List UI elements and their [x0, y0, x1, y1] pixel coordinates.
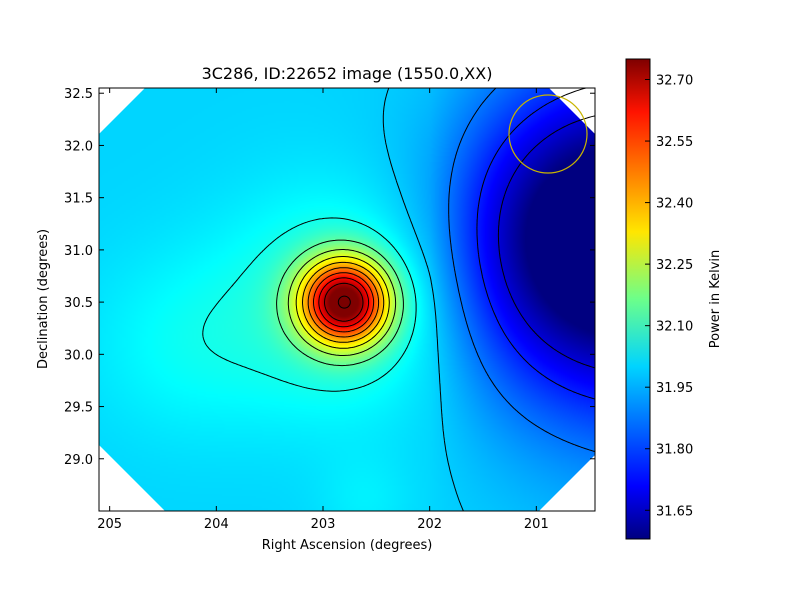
y-tick-label: 31.5	[64, 192, 93, 207]
contour-line	[202, 217, 417, 392]
plot-area	[98, 87, 596, 512]
contour-line	[313, 272, 375, 333]
colorbar-gradient	[625, 58, 651, 540]
x-axis-label: Right Ascension (degrees)	[262, 538, 433, 553]
colorbar-tick-label: 31.95	[656, 381, 693, 396]
contour-line	[302, 261, 385, 343]
y-axis: 29.0 29.5 30.0 30.5 31.0 31.5 32.0 32.5	[64, 87, 595, 468]
peak-marker	[337, 295, 351, 309]
contour-lines	[202, 88, 595, 511]
chart-title: 3C286, ID:22652 image (1550.0,XX)	[202, 64, 493, 83]
colorbar-tick-label: 31.65	[656, 504, 693, 519]
x-tick-label: 203	[311, 517, 336, 532]
colorbar-tick-label: 32.25	[656, 258, 693, 273]
y-tick-label: 29.5	[64, 401, 93, 416]
x-axis: 205 204 203 202 201	[97, 88, 549, 532]
x-tick-label: 204	[204, 517, 229, 532]
x-tick-label: 201	[524, 517, 549, 532]
contour-line	[307, 267, 380, 338]
contour-line	[287, 249, 397, 356]
colorbar-ticks: 31.65 31.80 31.95 32.10 32.25 32.40 32.55 32.70	[645, 74, 693, 519]
y-tick-label: 30.0	[64, 348, 93, 363]
contour-line	[324, 282, 364, 322]
y-tick-label: 32.0	[64, 139, 93, 154]
contour-line	[318, 277, 370, 328]
colorbar-label: Power in Kelvin	[708, 250, 723, 348]
corner-mask-top-left	[99, 88, 145, 134]
y-tick-label: 31.0	[64, 244, 93, 259]
contour-line	[476, 88, 595, 400]
contour-line	[276, 239, 404, 367]
x-tick-label: 202	[417, 517, 442, 532]
y-axis-label: Declination (degrees)	[36, 229, 51, 369]
x-tick-label: 205	[97, 517, 122, 532]
corner-mask-top-right	[549, 88, 595, 134]
contour-line	[295, 256, 390, 349]
y-tick-label: 29.0	[64, 453, 93, 468]
plot-frame	[98, 87, 596, 512]
y-tick-label: 30.5	[64, 296, 93, 311]
corner-mask-bottom-right	[539, 455, 595, 511]
colorbar-tick-label: 32.55	[656, 135, 693, 150]
y-tick-label: 32.5	[64, 87, 93, 102]
beam-circle	[508, 94, 588, 174]
colorbar-tick-label: 31.80	[656, 443, 693, 458]
contour-line	[448, 88, 595, 453]
contour-line	[382, 88, 464, 511]
colorbar-tick-label: 32.40	[656, 197, 693, 212]
colorbar-tick-label: 32.10	[656, 320, 693, 335]
colorbar: 31.65 31.80 31.95 32.10 32.25 32.40 32.55 32.70…	[625, 58, 723, 540]
corner-mask-bottom-left	[99, 445, 165, 511]
colorbar-tick-label: 32.70	[656, 74, 693, 89]
